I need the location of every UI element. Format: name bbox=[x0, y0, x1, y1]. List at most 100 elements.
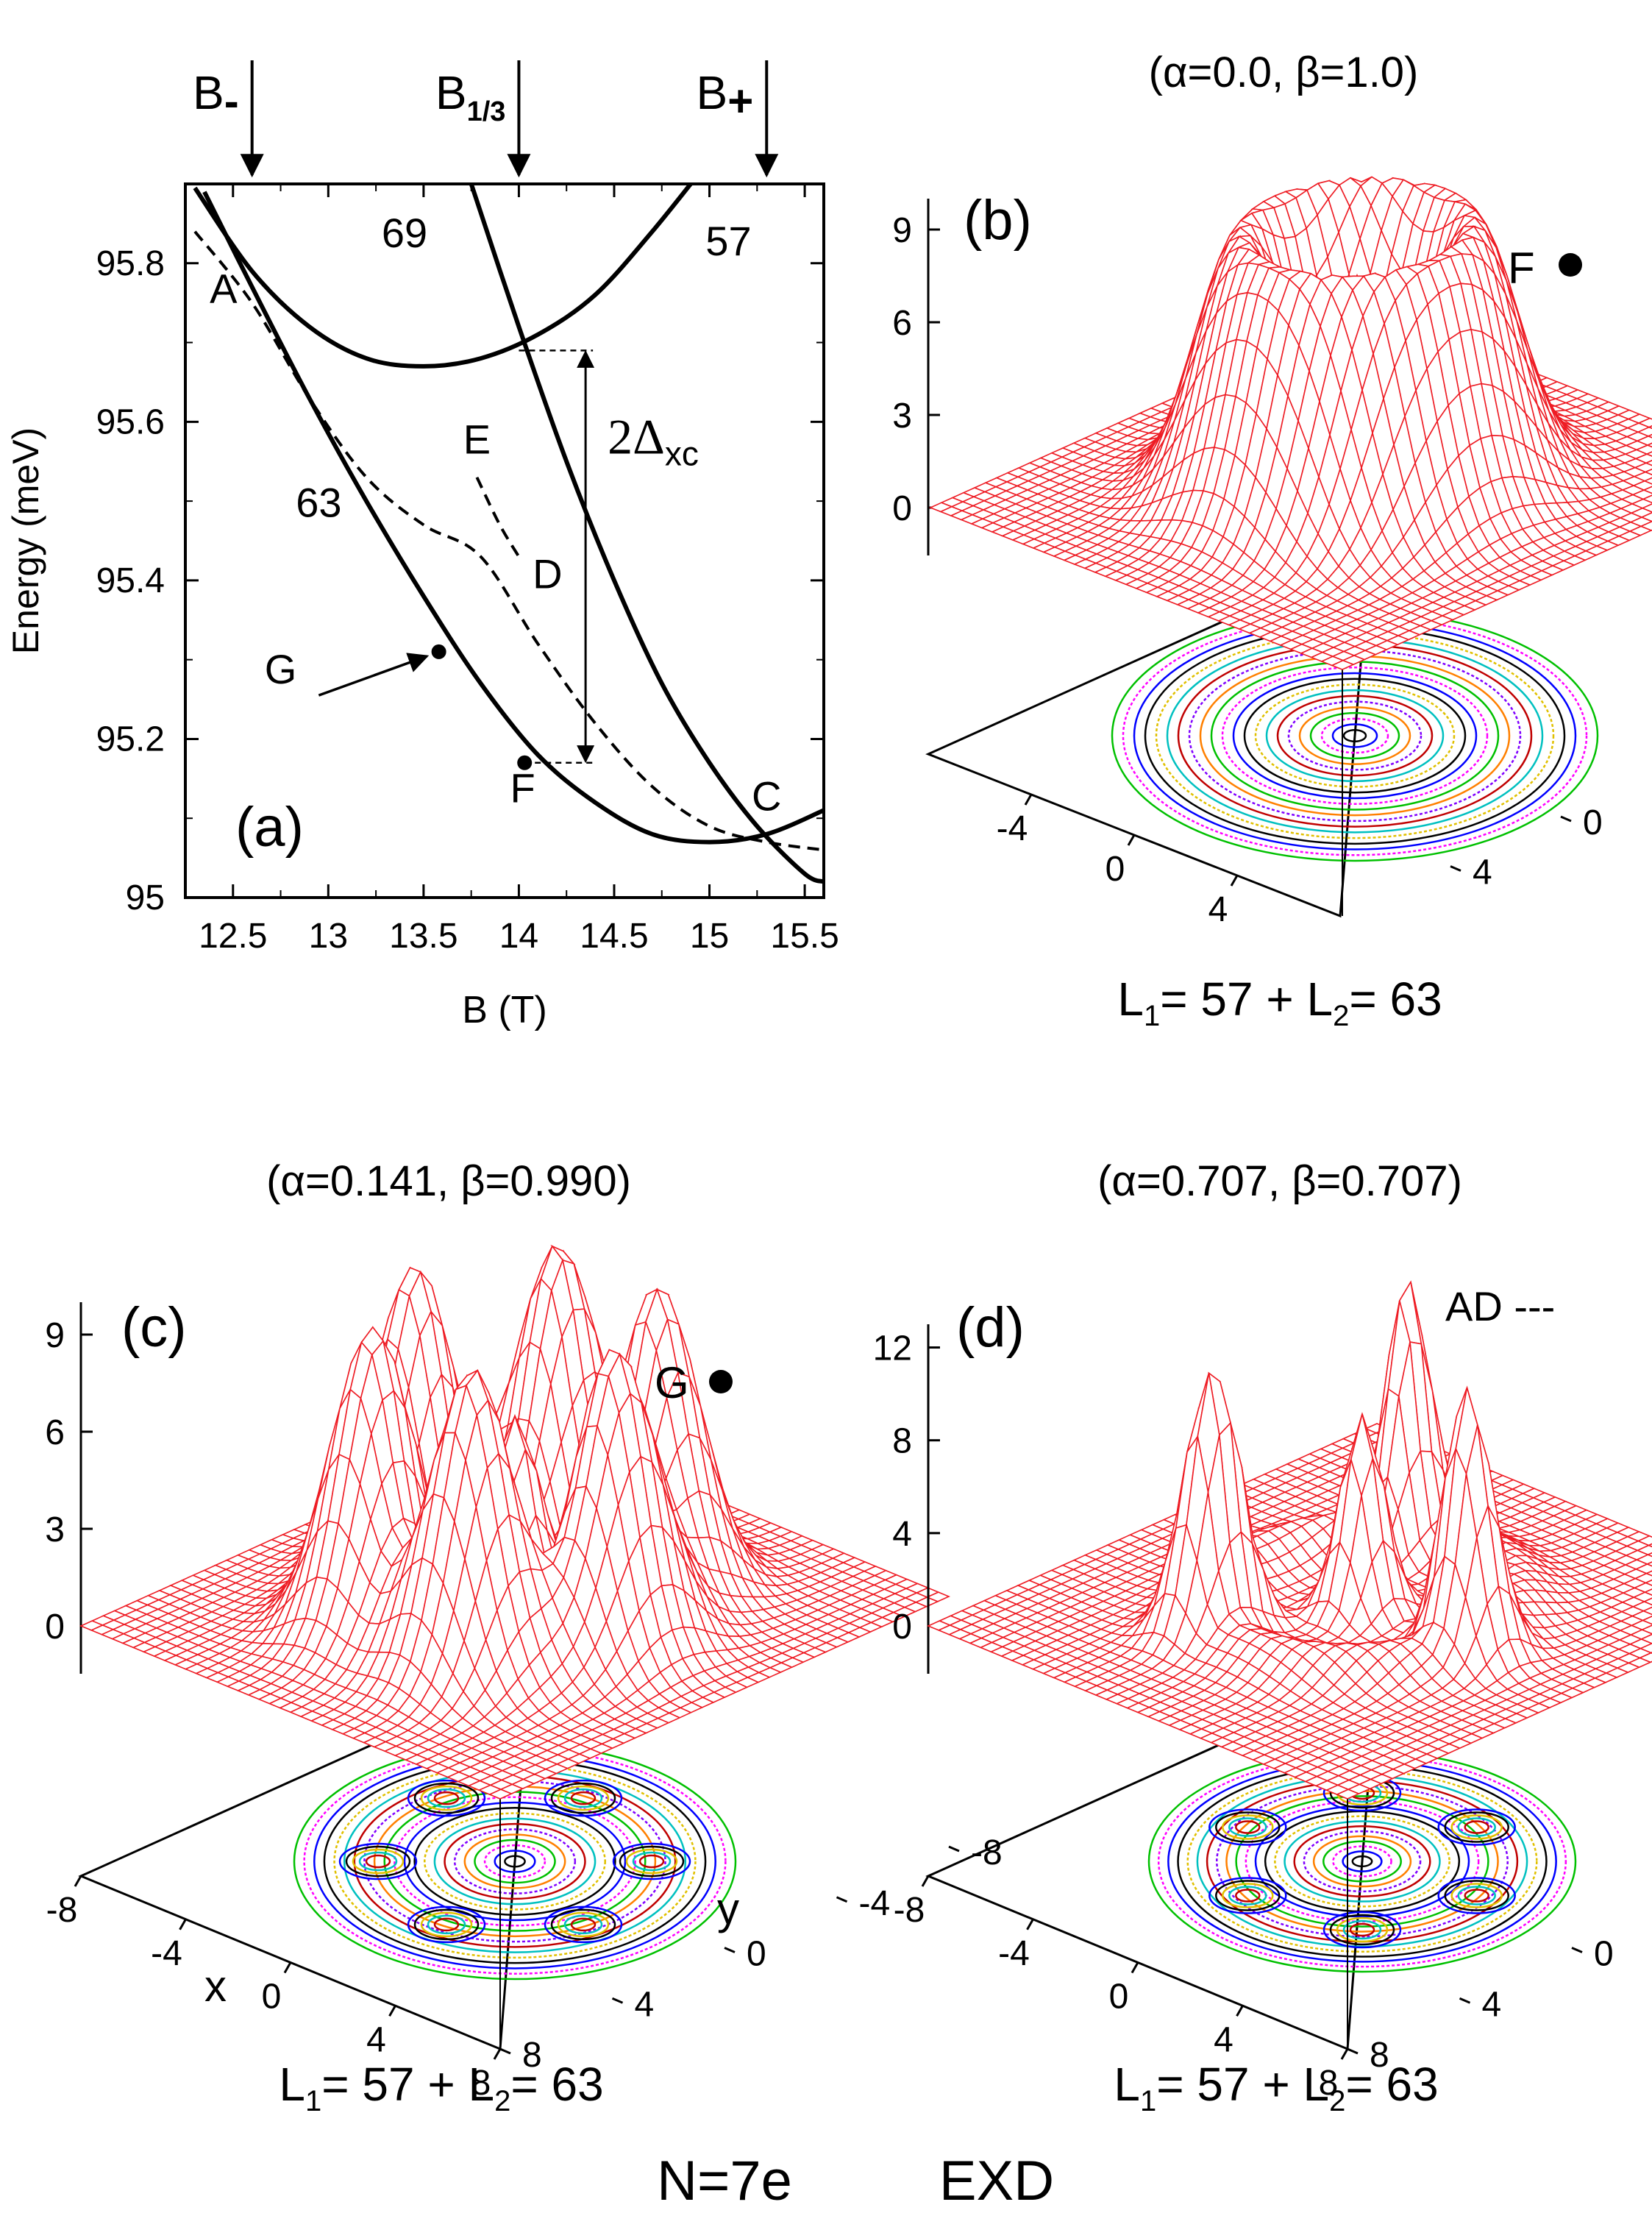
panel-label: (d) bbox=[956, 1296, 1025, 1359]
contour-line bbox=[394, 1796, 636, 1927]
x-tick-label: 4 bbox=[1214, 2020, 1233, 2059]
contour-lobe bbox=[544, 1905, 623, 1944]
y-tick-label: 8 bbox=[522, 2036, 542, 2075]
contour-lobe bbox=[433, 1791, 460, 1805]
x-tick bbox=[1026, 1919, 1034, 1931]
contour-line bbox=[463, 1833, 566, 1889]
contour-lobe bbox=[427, 1914, 466, 1935]
z-tick-label: 8 bbox=[892, 1422, 912, 1461]
contour-line bbox=[1243, 678, 1467, 794]
z-tick-label: 9 bbox=[45, 1316, 65, 1355]
y-tick-label: 4 bbox=[635, 1985, 655, 2024]
z-tick-label: 6 bbox=[45, 1413, 65, 1452]
surface-mesh bbox=[926, 1280, 1652, 1800]
contour-line bbox=[1188, 649, 1522, 823]
y-tick bbox=[611, 1997, 624, 2004]
y-tick bbox=[1459, 1997, 1471, 2004]
x-axis-label: x bbox=[204, 1961, 227, 2011]
contour-lobe bbox=[612, 1842, 691, 1880]
contour-line bbox=[1221, 667, 1489, 805]
x-tick bbox=[1131, 1961, 1139, 1974]
contour-line bbox=[1320, 717, 1389, 754]
x-tick bbox=[1024, 794, 1033, 806]
y-tick-label: 0 bbox=[1594, 1935, 1614, 1974]
x-tick bbox=[283, 1961, 292, 1974]
curve-label: D bbox=[533, 551, 562, 597]
contour-line bbox=[444, 1822, 586, 1900]
params-title: (α=0.0, β=1.0) bbox=[1149, 49, 1419, 96]
z-tick-label: 4 bbox=[892, 1515, 912, 1554]
contour-lobe bbox=[619, 1845, 685, 1878]
x-tick-label: 14.5 bbox=[580, 917, 648, 956]
contour-lobe bbox=[420, 1785, 473, 1811]
y-tick bbox=[1560, 815, 1572, 823]
contour-lobe bbox=[407, 1905, 486, 1944]
y-tick bbox=[1347, 2047, 1359, 2055]
contour-line bbox=[474, 1839, 556, 1884]
contour-line bbox=[333, 1764, 697, 1959]
contour-line bbox=[1232, 672, 1478, 800]
series-e bbox=[475, 476, 521, 558]
contour-line bbox=[1254, 683, 1456, 788]
energy-curves bbox=[193, 184, 824, 884]
z-tick-label: 3 bbox=[45, 1510, 65, 1549]
x-tick-label: 0 bbox=[1106, 850, 1125, 889]
contour-lobe bbox=[1444, 1811, 1509, 1843]
mesh-cell bbox=[1644, 460, 1652, 466]
contour-lobe bbox=[550, 1908, 616, 1941]
contour-line bbox=[1298, 706, 1411, 765]
z-tick-label: 9 bbox=[892, 211, 912, 250]
y-tick-label: 95.2 bbox=[96, 720, 165, 759]
contour-lobe bbox=[544, 1779, 623, 1817]
contour-line bbox=[483, 1844, 546, 1879]
marker-dot bbox=[1559, 253, 1582, 277]
x-tick-label: 0 bbox=[262, 1978, 282, 2017]
contour-line bbox=[1309, 711, 1400, 760]
series-63 bbox=[202, 191, 824, 845]
panel-label: (c) bbox=[121, 1296, 187, 1359]
x-tick-label: -4 bbox=[998, 1934, 1030, 1973]
panel-d-density: (α=0.707, β=0.707) (d) -8-4048840-4-8048… bbox=[873, 1157, 1652, 2117]
marker-dot bbox=[709, 1370, 733, 1393]
x-tick-label: 15.5 bbox=[770, 917, 839, 956]
contour-line bbox=[494, 1850, 536, 1873]
y-tick-label: -4 bbox=[859, 1884, 891, 1923]
x-tick-label: 13 bbox=[309, 917, 348, 956]
y-tick-label: 4 bbox=[1473, 853, 1492, 892]
contour-lobe bbox=[427, 1788, 466, 1808]
contour-line bbox=[1331, 723, 1378, 748]
y-tick bbox=[948, 1845, 960, 1853]
z-tick-label: 12 bbox=[873, 1329, 912, 1368]
x-tick-label: 13.5 bbox=[389, 917, 457, 956]
y-tick bbox=[1571, 1947, 1583, 1953]
y-tick-label: 95.4 bbox=[96, 561, 165, 600]
contour-line bbox=[433, 1817, 597, 1905]
z-tick-label: 6 bbox=[892, 304, 912, 343]
panel-a-energy-plot: 12.5 13 13.5 14 14.5 15 15.59595.295.495.695.8… bbox=[5, 182, 839, 1031]
contour-lobe bbox=[550, 1782, 616, 1814]
contour-lobe bbox=[563, 1788, 603, 1808]
y-tick-label: -8 bbox=[971, 1833, 1003, 1872]
x-tick-label: -4 bbox=[151, 1934, 182, 1973]
y-axis-label: y bbox=[717, 1884, 739, 1933]
series-69 bbox=[469, 184, 824, 884]
x-tick bbox=[1236, 2005, 1244, 2017]
x-tick bbox=[1127, 834, 1136, 846]
series-57 bbox=[193, 184, 694, 369]
contour-lobe bbox=[345, 1845, 411, 1878]
curve-label: 69 bbox=[382, 210, 427, 256]
x-tick-label: 0 bbox=[1109, 1978, 1129, 2017]
caption: L1= 57 + L2= 63 bbox=[1117, 973, 1442, 1032]
y-tick-label: 4 bbox=[1482, 1985, 1502, 2024]
x-tick bbox=[388, 2005, 396, 2017]
contour-line bbox=[363, 1780, 666, 1943]
curve-label: G bbox=[265, 646, 297, 692]
contour-lobe bbox=[352, 1848, 405, 1875]
x-tick bbox=[74, 1875, 82, 1887]
y-tick bbox=[836, 1896, 848, 1903]
x-tick-label: 8 bbox=[471, 2064, 491, 2103]
